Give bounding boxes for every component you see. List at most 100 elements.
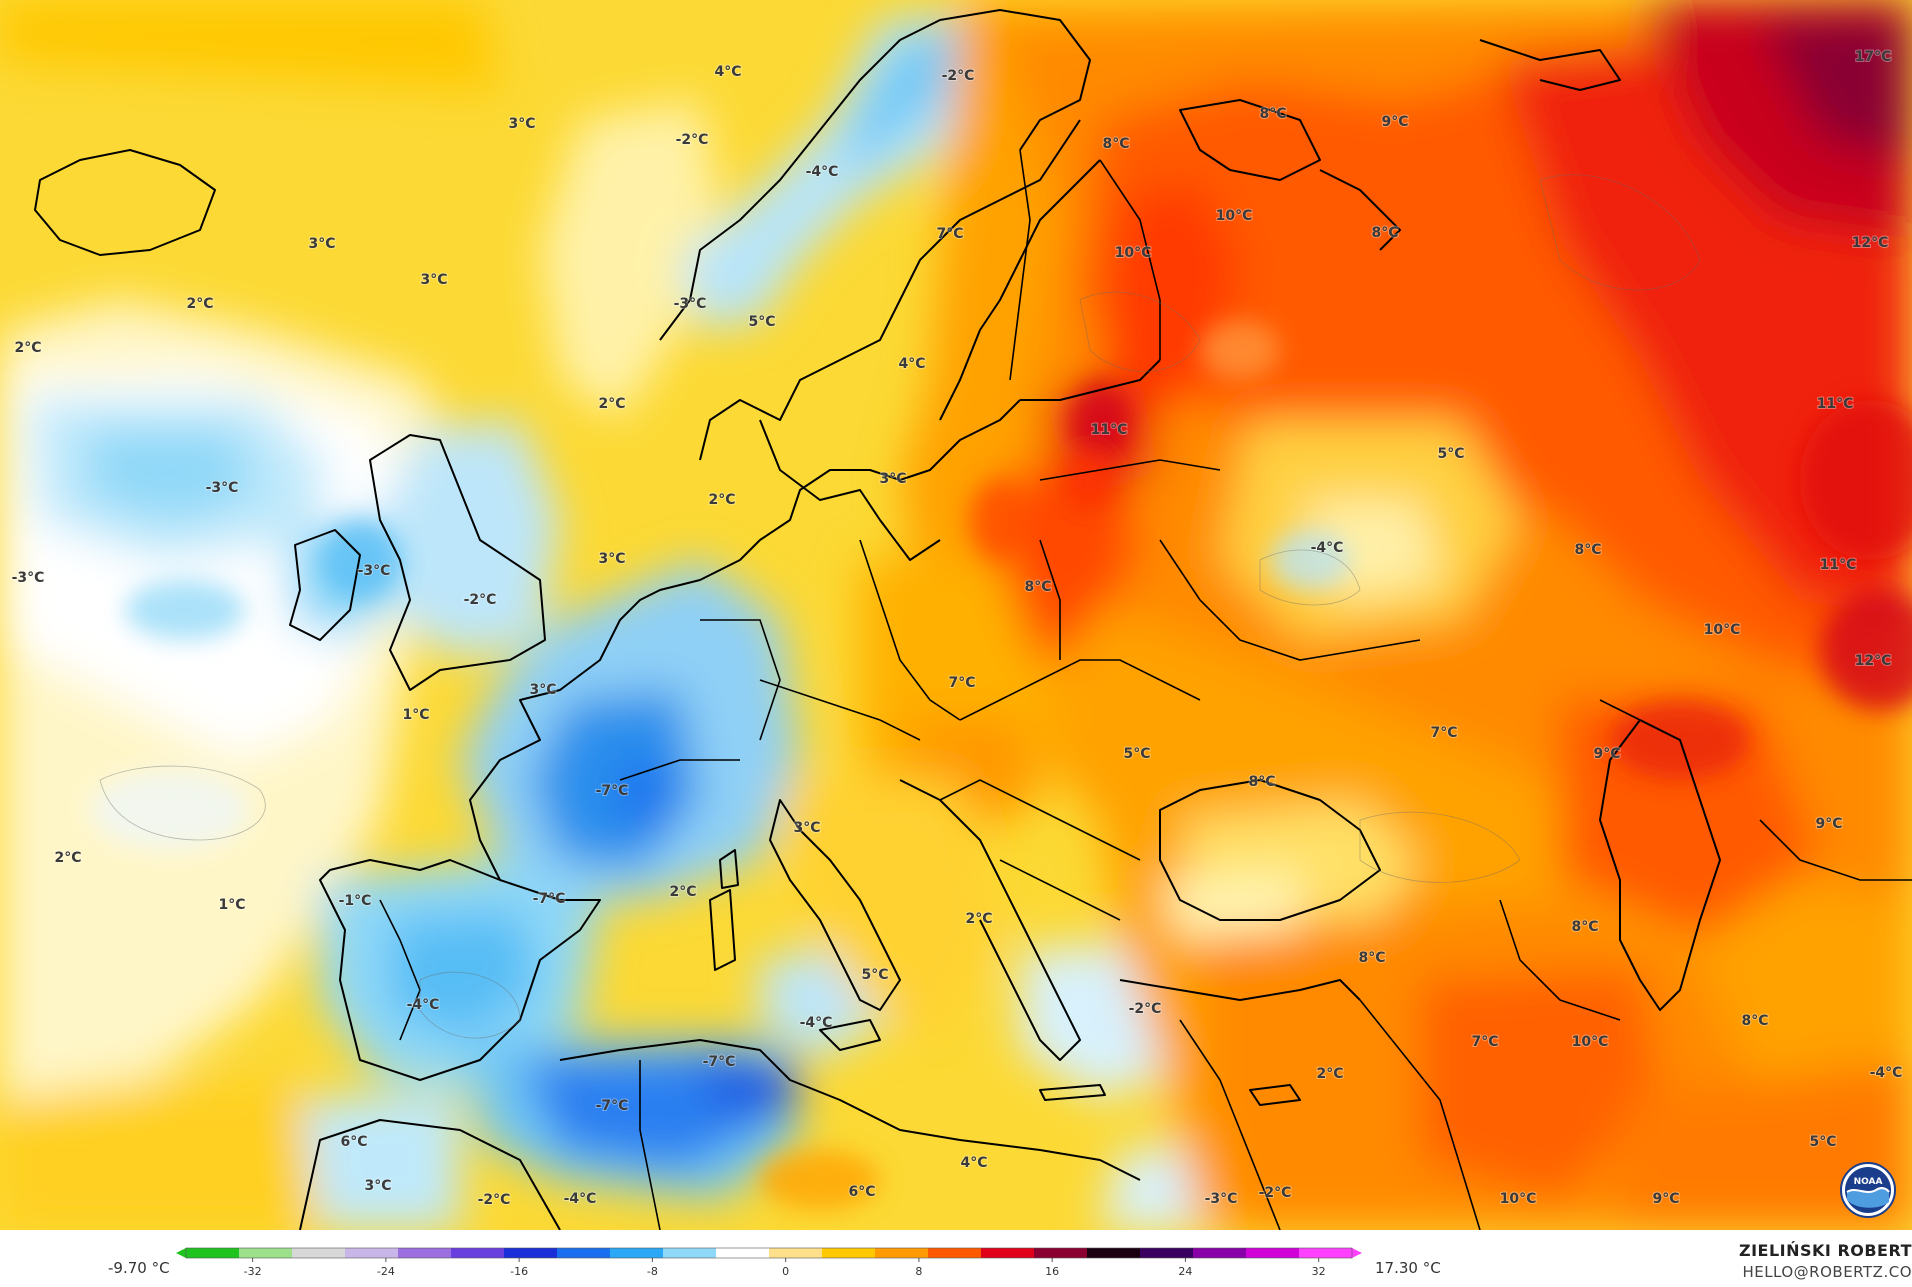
temperature-label: 5°C (748, 314, 775, 330)
colorbar-left-arrow (176, 1248, 186, 1258)
temperature-label-layer: 4°C 3°C -2°C 3°C 3°C 2°C 2°C -2°C -4°C -3°C 5°C 4°C… (11, 48, 1904, 1209)
colorbar-tick-label: -16 (510, 1265, 528, 1278)
colorbar-swatch (1299, 1248, 1353, 1258)
temperature-label: 8°C (1358, 950, 1385, 966)
temperature-label: 3°C (508, 116, 535, 132)
colorbar-swatch (239, 1248, 293, 1258)
temperature-label: 3°C (420, 272, 447, 288)
temperature-label: 9°C (1652, 1191, 1679, 1207)
colorbar-tick-label: 0 (782, 1265, 789, 1278)
temperature-label: -7°C (596, 783, 629, 799)
colorbar-swatch (451, 1248, 505, 1258)
temperature-label: 7°C (1430, 725, 1457, 741)
temperature-label: 10°C (1500, 1191, 1537, 1207)
temperature-label: 3°C (879, 471, 906, 487)
temperature-label: 3°C (364, 1178, 391, 1194)
temperature-label: -3°C (358, 563, 391, 579)
colorbar-tick-label: 16 (1045, 1265, 1059, 1278)
temperature-label: -7°C (703, 1054, 736, 1070)
colorbar-swatch (875, 1248, 929, 1258)
temperature-label: 10°C (1216, 208, 1253, 224)
temperature-label: 11°C (1817, 396, 1854, 412)
temperature-label: 8°C (1371, 225, 1398, 241)
colorbar-tick-label: -8 (647, 1265, 658, 1278)
temperature-label: 9°C (1593, 746, 1620, 762)
temperature-label: -7°C (596, 1098, 629, 1114)
legend-min-label: -9.70 °C (108, 1259, 170, 1277)
temperature-label: 6°C (340, 1134, 367, 1150)
temperature-label: 11°C (1091, 422, 1128, 438)
temperature-label: 10°C (1115, 245, 1152, 261)
temperature-label: 8°C (1102, 136, 1129, 152)
border-layer (379, 149, 1912, 1230)
temperature-label: -4°C (806, 164, 839, 180)
temperature-label: 12°C (1852, 235, 1889, 251)
temperature-label: 2°C (669, 884, 696, 900)
temperature-label: 4°C (898, 356, 925, 372)
temperature-label: 2°C (1316, 1066, 1343, 1082)
author-contact: HELLO@ROBERTZ.CO (1742, 1263, 1912, 1281)
temperature-label: 2°C (598, 396, 625, 412)
temperature-label: 11°C (1820, 557, 1857, 573)
temperature-label: 10°C (1572, 1034, 1609, 1050)
contour-layer (99, 174, 1701, 1039)
temperature-label: -1°C (339, 893, 372, 909)
colorbar-swatch (186, 1248, 240, 1258)
colorbar-swatch (822, 1248, 876, 1258)
temperature-label: 3°C (793, 820, 820, 836)
colorbar-swatch (1246, 1248, 1300, 1258)
colorbar-tick-label: -32 (244, 1265, 262, 1278)
temperature-label: 5°C (1809, 1134, 1836, 1150)
temperature-label: -3°C (1205, 1191, 1238, 1207)
colorbar-swatch (769, 1248, 823, 1258)
temperature-label: 2°C (14, 340, 41, 356)
temperature-label: 8°C (1571, 919, 1598, 935)
colorbar-swatch (1087, 1248, 1141, 1258)
temperature-label: -3°C (12, 570, 45, 586)
temperature-label: 10°C (1704, 622, 1741, 638)
temperature-label: 3°C (308, 236, 335, 252)
colorbar-swatch (504, 1248, 558, 1258)
temperature-label: -3°C (206, 480, 239, 496)
temperature-label: 2°C (54, 850, 81, 866)
temperature-label: 3°C (598, 551, 625, 567)
colorbar-swatch (398, 1248, 452, 1258)
colorbar-tick-label: 24 (1178, 1265, 1192, 1278)
temperature-label: 2°C (965, 911, 992, 927)
colorbar-tick-label: 8 (915, 1265, 922, 1278)
temperature-label: -4°C (407, 997, 440, 1013)
temperature-label: 7°C (936, 226, 963, 242)
temperature-label: -4°C (564, 1191, 597, 1207)
legend-max-label: 17.30 °C (1375, 1259, 1441, 1277)
temperature-label: -2°C (1129, 1001, 1162, 1017)
colorbar-swatches (176, 1247, 1362, 1259)
temperature-label: 6°C (848, 1184, 875, 1200)
coastline-layer (34, 9, 1721, 1230)
temperature-label: 8°C (1248, 774, 1275, 790)
temperature-label: 17°C (1855, 49, 1892, 65)
temperature-label: 7°C (948, 675, 975, 691)
map-canvas: 4°C 3°C -2°C 3°C 3°C 2°C 2°C -2°C -4°C -3°C 5°C 4°C… (0, 0, 1912, 1230)
colorbar-legend: -32 -24 -16 -8 0 8 16 24 32 (176, 1247, 1362, 1278)
colorbar-right-arrow (1352, 1248, 1362, 1258)
temperature-label: 8°C (1024, 579, 1051, 595)
temperature-label: -2°C (1259, 1185, 1292, 1201)
temperature-label: -3°C (674, 296, 707, 312)
colorbar-swatch (981, 1248, 1035, 1258)
temperature-label: 9°C (1815, 816, 1842, 832)
temperature-label: 4°C (960, 1155, 987, 1171)
temperature-label: 8°C (1574, 542, 1601, 558)
temperature-label: -2°C (478, 1192, 511, 1208)
temperature-label: -2°C (464, 592, 497, 608)
temperature-anomaly-map: 4°C 3°C -2°C 3°C 3°C 2°C 2°C -2°C -4°C -3°C 5°C 4°C… (0, 0, 1912, 1230)
temperature-label: 12°C (1855, 653, 1892, 669)
colorbar-outline (185, 1247, 1353, 1259)
temperature-label: 7°C (1471, 1034, 1498, 1050)
colorbar-swatch (1034, 1248, 1088, 1258)
temperature-label: 5°C (861, 967, 888, 983)
colorbar-swatch (1193, 1248, 1247, 1258)
colorbar-swatch (292, 1248, 346, 1258)
colorbar-swatch (928, 1248, 982, 1258)
temperature-label: -2°C (676, 132, 709, 148)
noaa-logo-icon: NOAA (1840, 1162, 1896, 1218)
